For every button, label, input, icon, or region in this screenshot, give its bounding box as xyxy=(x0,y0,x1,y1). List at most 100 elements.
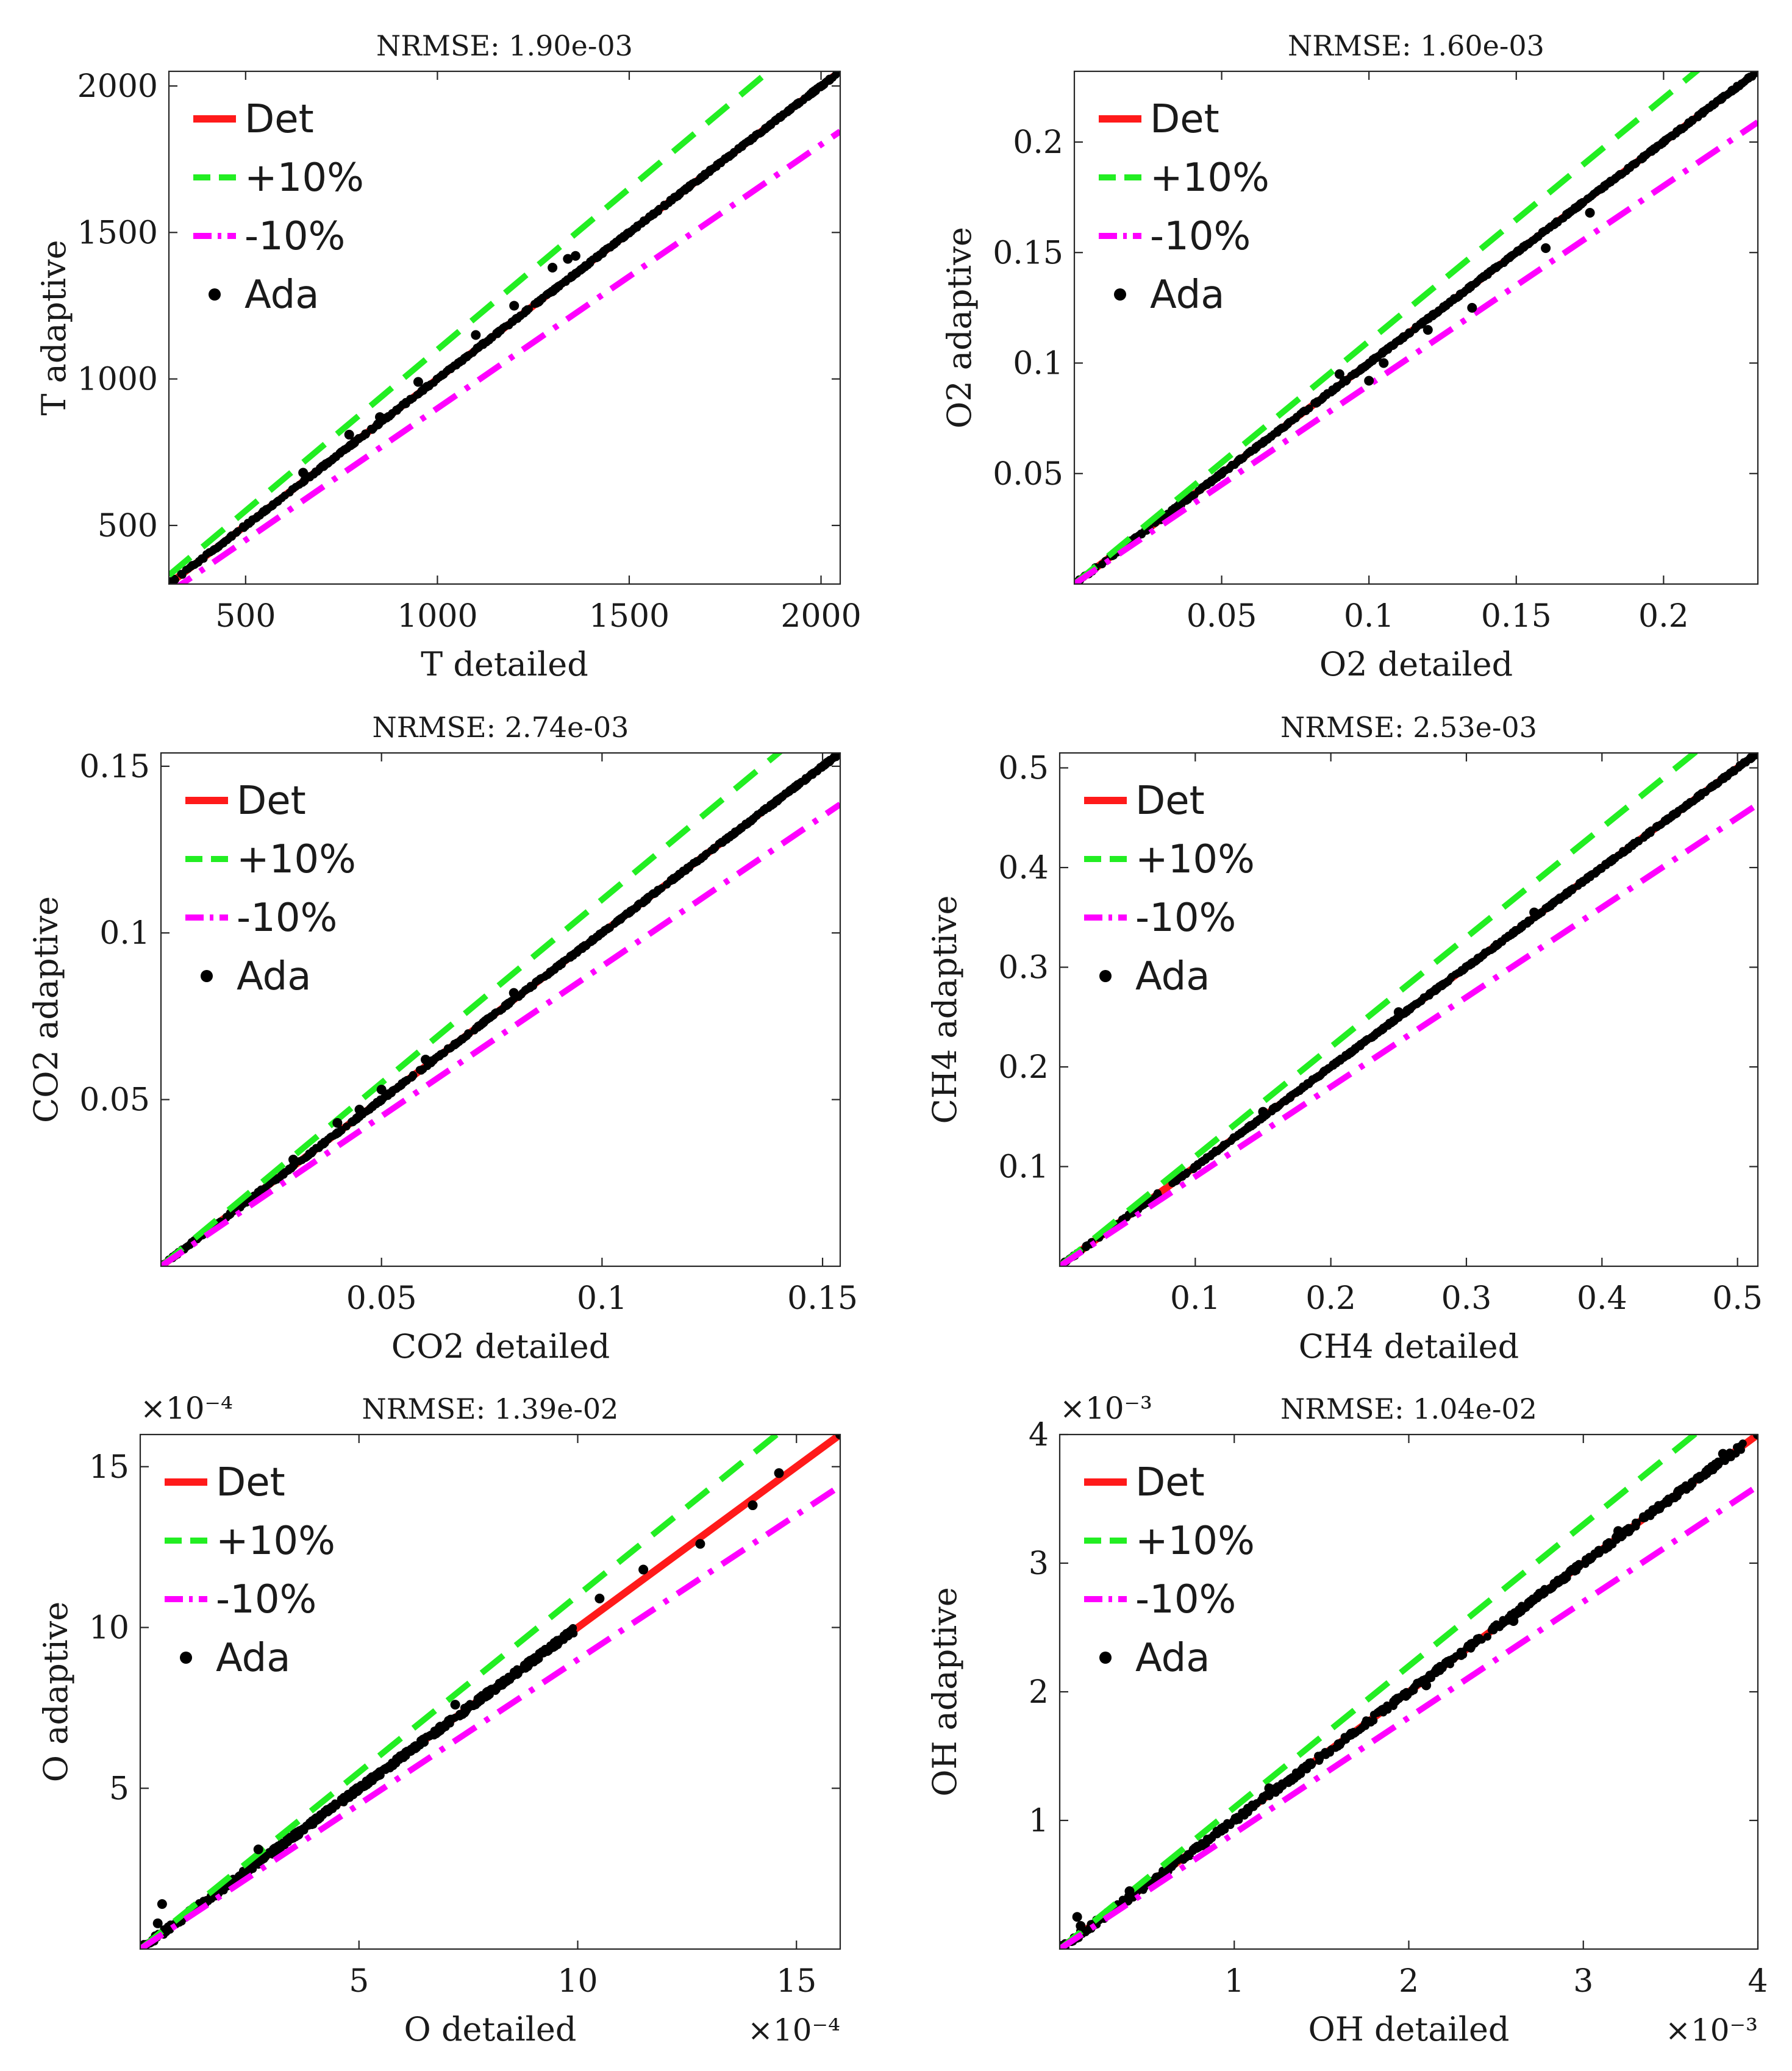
ada-point xyxy=(1194,487,1203,495)
ada-point xyxy=(280,491,289,500)
ada-point xyxy=(1177,1172,1185,1181)
ada-point xyxy=(1389,1697,1398,1706)
ada-outlier-point xyxy=(1718,1449,1728,1459)
legend-label: -10% xyxy=(1150,214,1251,259)
ada-point xyxy=(395,404,404,412)
legend-label: Det xyxy=(216,1460,285,1505)
x-tick-label: 0.05 xyxy=(346,1280,417,1317)
ada-point xyxy=(1305,1759,1313,1767)
ada-point xyxy=(1591,869,1599,878)
ada-point xyxy=(238,522,247,530)
y-axis-title: CO2 adaptive xyxy=(27,896,65,1123)
x-tick-label: 15 xyxy=(776,1963,816,2000)
legend-label: -10% xyxy=(1135,896,1236,941)
ada-outlier-point xyxy=(298,468,309,478)
ada-point xyxy=(510,1667,518,1676)
ada-point xyxy=(162,1928,170,1937)
ada-point xyxy=(650,890,659,899)
x-tick-label: 0.2 xyxy=(1638,598,1689,635)
y-tick-label: 0.3 xyxy=(998,950,1049,986)
ada-point xyxy=(1318,394,1327,403)
ada-point xyxy=(1624,163,1632,172)
chart-title: NRMSE: 2.74e-03 xyxy=(373,711,629,744)
y-axis-title: T adaptive xyxy=(35,240,73,415)
ada-point xyxy=(1446,1660,1454,1669)
ada-outlier-point xyxy=(1753,1435,1758,1439)
chart-title: NRMSE: 1.39e-02 xyxy=(362,1392,619,1425)
ada-point xyxy=(490,1009,499,1018)
ada-point xyxy=(1265,1792,1274,1800)
ada-outlier-point xyxy=(774,1468,784,1478)
ada-point xyxy=(326,457,335,465)
ada-point xyxy=(752,811,761,820)
ada-point xyxy=(608,241,616,250)
minus10-line xyxy=(161,802,840,1266)
legend-label: -10% xyxy=(237,896,337,941)
ada-point xyxy=(1258,1792,1267,1801)
ada-point xyxy=(1682,1481,1690,1489)
ada-point xyxy=(1329,1061,1338,1070)
ada-point xyxy=(443,1719,451,1728)
ada-point xyxy=(1341,376,1350,385)
ada-point xyxy=(1455,968,1464,977)
ada-point xyxy=(1732,1449,1740,1458)
ada-point xyxy=(1545,1586,1554,1594)
ada-point xyxy=(1299,1763,1307,1772)
legend-label: Ada xyxy=(1135,1636,1210,1681)
ada-point xyxy=(1193,1845,1201,1853)
ada-point xyxy=(1387,341,1396,349)
legend: Det +10% -10% Ada xyxy=(1084,779,1255,999)
ada-outlier-point xyxy=(1421,1680,1432,1691)
y-tick-label: 0.05 xyxy=(79,1082,150,1119)
ada-outlier-point xyxy=(509,988,519,998)
ada-outlier-point xyxy=(354,1105,365,1115)
ada-outlier-point xyxy=(471,330,481,340)
chart-title: NRMSE: 2.53e-03 xyxy=(1280,711,1537,744)
ada-point xyxy=(1467,281,1476,290)
ada-point xyxy=(1390,1016,1398,1025)
ada-point xyxy=(1646,829,1655,837)
ada-point xyxy=(1219,1822,1227,1831)
ada-point xyxy=(1236,455,1244,463)
ada-outlier-point xyxy=(413,377,423,387)
ada-point xyxy=(1724,90,1733,98)
ada-point xyxy=(274,497,282,506)
ada-point xyxy=(1453,293,1462,302)
x-axis-title: OH detailed xyxy=(1308,2010,1509,2048)
ada-point xyxy=(1574,882,1582,890)
ada-point xyxy=(1434,306,1443,315)
ada-point xyxy=(226,532,235,541)
ada-point xyxy=(1340,1053,1348,1062)
ada-outlier-point xyxy=(1508,1616,1519,1626)
x-tick-label: 4 xyxy=(1747,1963,1768,2000)
ada-point xyxy=(479,1694,488,1702)
chart-title: NRMSE: 1.90e-03 xyxy=(376,29,633,62)
ada-point xyxy=(1276,1784,1284,1792)
ada-point xyxy=(686,861,694,870)
ada-point xyxy=(1483,1633,1491,1641)
chart-title: NRMSE: 1.04e-02 xyxy=(1280,1392,1537,1425)
ada-point xyxy=(279,1169,287,1177)
ada-point xyxy=(574,267,583,276)
chart-panel-6: 1 2 3 4 1 2 3 4 NRMSE: 1.04e-02 OH detailed OH ada… xyxy=(926,1391,1768,2048)
ada-point xyxy=(501,1675,510,1684)
ada-point xyxy=(270,1844,279,1852)
ada-point xyxy=(739,140,748,149)
ada-point xyxy=(1714,1457,1722,1466)
ada-point xyxy=(337,1126,346,1135)
ada-point xyxy=(1558,215,1566,223)
ada-point xyxy=(1572,1566,1581,1575)
ada-point xyxy=(1212,1147,1221,1155)
ada-point xyxy=(1663,1496,1671,1505)
legend-label: Det xyxy=(237,779,306,824)
ada-point xyxy=(1349,1728,1358,1736)
y-tick-label: 0.1 xyxy=(998,1149,1049,1186)
ada-point xyxy=(464,351,473,360)
ada-point xyxy=(654,207,663,216)
ada-outlier-point xyxy=(695,1539,705,1549)
x-tick-label: 0.3 xyxy=(1441,1280,1492,1317)
ada-point xyxy=(1443,977,1452,986)
ada-point xyxy=(1519,242,1527,251)
legend-label: Det xyxy=(1135,779,1205,824)
ada-point xyxy=(1585,1553,1593,1562)
